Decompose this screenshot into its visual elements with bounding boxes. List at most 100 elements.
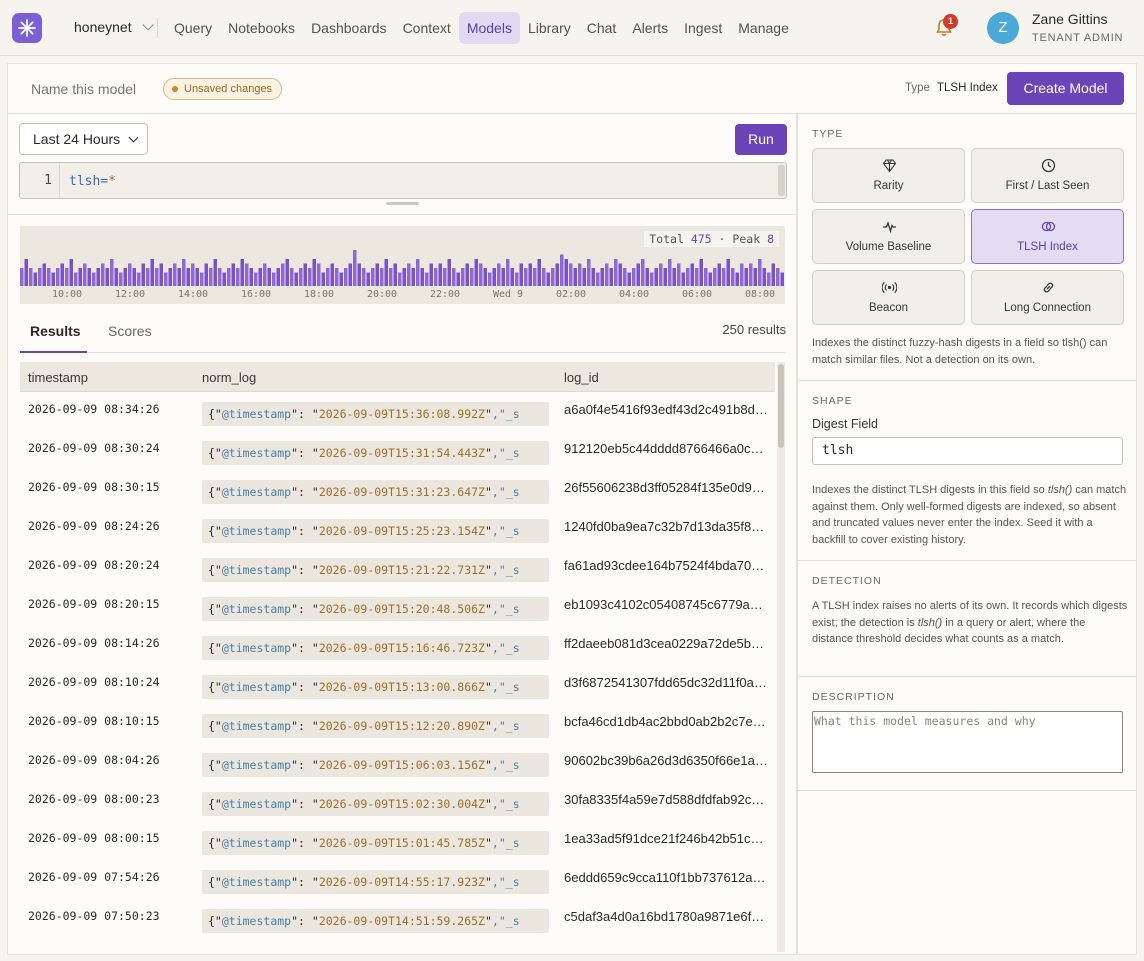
histogram-bar[interactable] bbox=[177, 268, 182, 286]
histogram-bar[interactable] bbox=[173, 263, 177, 287]
histogram-bar[interactable] bbox=[141, 263, 146, 287]
table-row[interactable]: 2026-09-09 08:10:24 {"@timestamp": "2026-… bbox=[20, 665, 775, 704]
histogram-bar[interactable] bbox=[420, 268, 425, 286]
histogram-bar[interactable] bbox=[560, 254, 564, 287]
histogram-bar[interactable] bbox=[114, 268, 119, 286]
cell-log-id[interactable]: bcfa46cd1db4ac2bbd0ab2b2c7e90f13 bbox=[564, 714, 769, 729]
cell-log-id[interactable]: 1ea33ad5f91dce21f246b42b51c8e7a3 bbox=[564, 831, 769, 846]
type-tile-tlsh-index[interactable]: TLSH Index bbox=[971, 209, 1124, 264]
histogram-bar[interactable] bbox=[528, 263, 533, 287]
table-row[interactable]: 2026-09-09 07:54:26 {"@timestamp": "2026-… bbox=[20, 860, 775, 899]
histogram-bar[interactable] bbox=[42, 263, 47, 287]
cell-norm-log[interactable]: {"@timestamp": "2026-09-09T15:01:45.785Z… bbox=[202, 831, 549, 855]
nav-item-manage[interactable]: Manage bbox=[738, 20, 789, 36]
description-textarea[interactable]: What this model measures and why bbox=[812, 711, 1123, 773]
histogram-bar[interactable] bbox=[200, 272, 204, 287]
table-row[interactable]: 2026-09-09 08:10:15 {"@timestamp": "2026-… bbox=[20, 704, 775, 743]
table-row[interactable]: 2026-09-09 08:04:26 {"@timestamp": "2026-… bbox=[20, 743, 775, 782]
histogram-bar[interactable] bbox=[744, 268, 749, 286]
histogram-bar[interactable] bbox=[78, 268, 83, 286]
cell-log-id[interactable]: c5daf3a4d0a16bd1780a9871e6f2b347 bbox=[564, 909, 769, 924]
cell-norm-log[interactable]: {"@timestamp": "2026-09-09T15:36:08.992Z… bbox=[202, 402, 549, 426]
histogram-bar[interactable] bbox=[726, 259, 731, 286]
histogram-bar[interactable] bbox=[623, 268, 627, 286]
histogram-bar[interactable] bbox=[204, 263, 209, 287]
histogram-bar[interactable] bbox=[330, 263, 335, 287]
histogram-bar[interactable] bbox=[348, 263, 353, 287]
histogram-bar[interactable] bbox=[555, 263, 560, 287]
table-row[interactable]: 2026-09-09 07:50:23 {"@timestamp": "2026-… bbox=[20, 899, 775, 938]
histogram-bar[interactable] bbox=[740, 263, 744, 287]
nav-item-query[interactable]: Query bbox=[174, 20, 213, 36]
histogram-bar[interactable] bbox=[321, 272, 326, 287]
type-tile-volume-baseline[interactable]: Volume Baseline bbox=[812, 209, 965, 264]
histogram-bar[interactable] bbox=[123, 268, 128, 286]
type-tile-beacon[interactable]: Beacon bbox=[812, 270, 965, 325]
histogram-bar[interactable] bbox=[312, 259, 317, 286]
histogram-bar[interactable] bbox=[668, 259, 672, 286]
table-row[interactable]: 2026-09-09 08:30:24 {"@timestamp": "2026-… bbox=[20, 431, 775, 470]
histogram-bar[interactable] bbox=[461, 268, 465, 286]
histogram-bar[interactable] bbox=[380, 268, 384, 286]
histogram-bar[interactable] bbox=[222, 272, 227, 287]
cell-norm-log[interactable]: {"@timestamp": "2026-09-09T15:12:20.890Z… bbox=[202, 714, 549, 738]
cell-norm-log[interactable]: {"@timestamp": "2026-09-09T14:55:17.923Z… bbox=[202, 870, 549, 894]
histogram-bar[interactable] bbox=[83, 263, 87, 287]
histogram-bar[interactable] bbox=[443, 268, 447, 286]
histogram-bar[interactable] bbox=[213, 259, 218, 286]
histogram-bar[interactable] bbox=[168, 268, 173, 286]
histogram-bar[interactable] bbox=[393, 263, 398, 287]
histogram-bar[interactable] bbox=[317, 263, 321, 287]
nav-item-alerts[interactable]: Alerts bbox=[632, 20, 669, 36]
nav-item-notebooks[interactable]: Notebooks bbox=[228, 20, 296, 36]
scrollbar-thumb[interactable] bbox=[778, 364, 784, 448]
histogram-bar[interactable] bbox=[407, 263, 411, 287]
cell-log-id[interactable]: 26f55606238d3ff05284f135e0d9a41c bbox=[564, 480, 769, 495]
histogram-bar[interactable] bbox=[101, 263, 105, 287]
avatar[interactable]: Z bbox=[987, 12, 1019, 44]
histogram-bar[interactable] bbox=[515, 272, 519, 287]
histogram-bar[interactable] bbox=[735, 272, 740, 287]
histogram-bar[interactable] bbox=[483, 268, 488, 286]
histogram-bar[interactable] bbox=[780, 272, 785, 287]
histogram-bar[interactable] bbox=[573, 268, 578, 286]
histogram-bar[interactable] bbox=[132, 268, 137, 286]
nav-item-models[interactable]: Models bbox=[458, 12, 520, 44]
histogram-bar[interactable] bbox=[524, 268, 528, 286]
histogram-bar[interactable] bbox=[470, 268, 474, 286]
cell-log-id[interactable]: 912120eb5c44dddd8766466a0c31b2f9 bbox=[564, 441, 769, 456]
histogram-bar[interactable] bbox=[533, 268, 537, 286]
cell-norm-log[interactable]: {"@timestamp": "2026-09-09T14:51:59.265Z… bbox=[202, 909, 549, 933]
histogram-bar[interactable] bbox=[24, 259, 29, 286]
histogram-bar[interactable] bbox=[276, 268, 281, 286]
cell-norm-log[interactable]: {"@timestamp": "2026-09-09T15:13:00.866Z… bbox=[202, 675, 549, 699]
histogram-bar[interactable] bbox=[339, 272, 344, 287]
histogram-bar[interactable] bbox=[704, 268, 708, 286]
histogram-bar[interactable] bbox=[254, 272, 258, 287]
histogram-bar[interactable] bbox=[591, 268, 596, 286]
histogram-bar[interactable] bbox=[627, 272, 632, 287]
histogram-bar[interactable] bbox=[663, 268, 668, 286]
histogram-bar[interactable] bbox=[429, 263, 434, 287]
histogram-bar[interactable] bbox=[411, 268, 416, 286]
histogram-bar[interactable] bbox=[267, 268, 272, 286]
histogram-bar[interactable] bbox=[758, 259, 762, 286]
histogram-bar[interactable] bbox=[150, 259, 155, 286]
histogram-bar[interactable] bbox=[690, 263, 695, 287]
cell-norm-log[interactable]: {"@timestamp": "2026-09-09T15:16:46.723Z… bbox=[202, 636, 549, 660]
histogram-bar[interactable] bbox=[155, 268, 159, 286]
table-row[interactable]: 2026-09-09 08:00:15 {"@timestamp": "2026-… bbox=[20, 821, 775, 860]
histogram-bar[interactable] bbox=[303, 263, 308, 287]
histogram-bar[interactable] bbox=[240, 259, 245, 286]
histogram-bar[interactable] bbox=[686, 268, 690, 286]
histogram-bar[interactable] bbox=[110, 259, 114, 286]
cell-norm-log[interactable]: {"@timestamp": "2026-09-09T15:31:54.443Z… bbox=[202, 441, 549, 465]
histogram-bar[interactable] bbox=[38, 268, 42, 286]
histogram-bar[interactable] bbox=[479, 263, 483, 287]
histogram-bar[interactable] bbox=[506, 259, 510, 286]
histogram-bar[interactable] bbox=[497, 263, 501, 287]
histogram-bar[interactable] bbox=[465, 263, 470, 287]
histogram-bar[interactable] bbox=[146, 268, 150, 286]
histogram-bar[interactable] bbox=[272, 272, 276, 287]
cell-norm-log[interactable]: {"@timestamp": "2026-09-09T15:31:23.647Z… bbox=[202, 480, 549, 504]
